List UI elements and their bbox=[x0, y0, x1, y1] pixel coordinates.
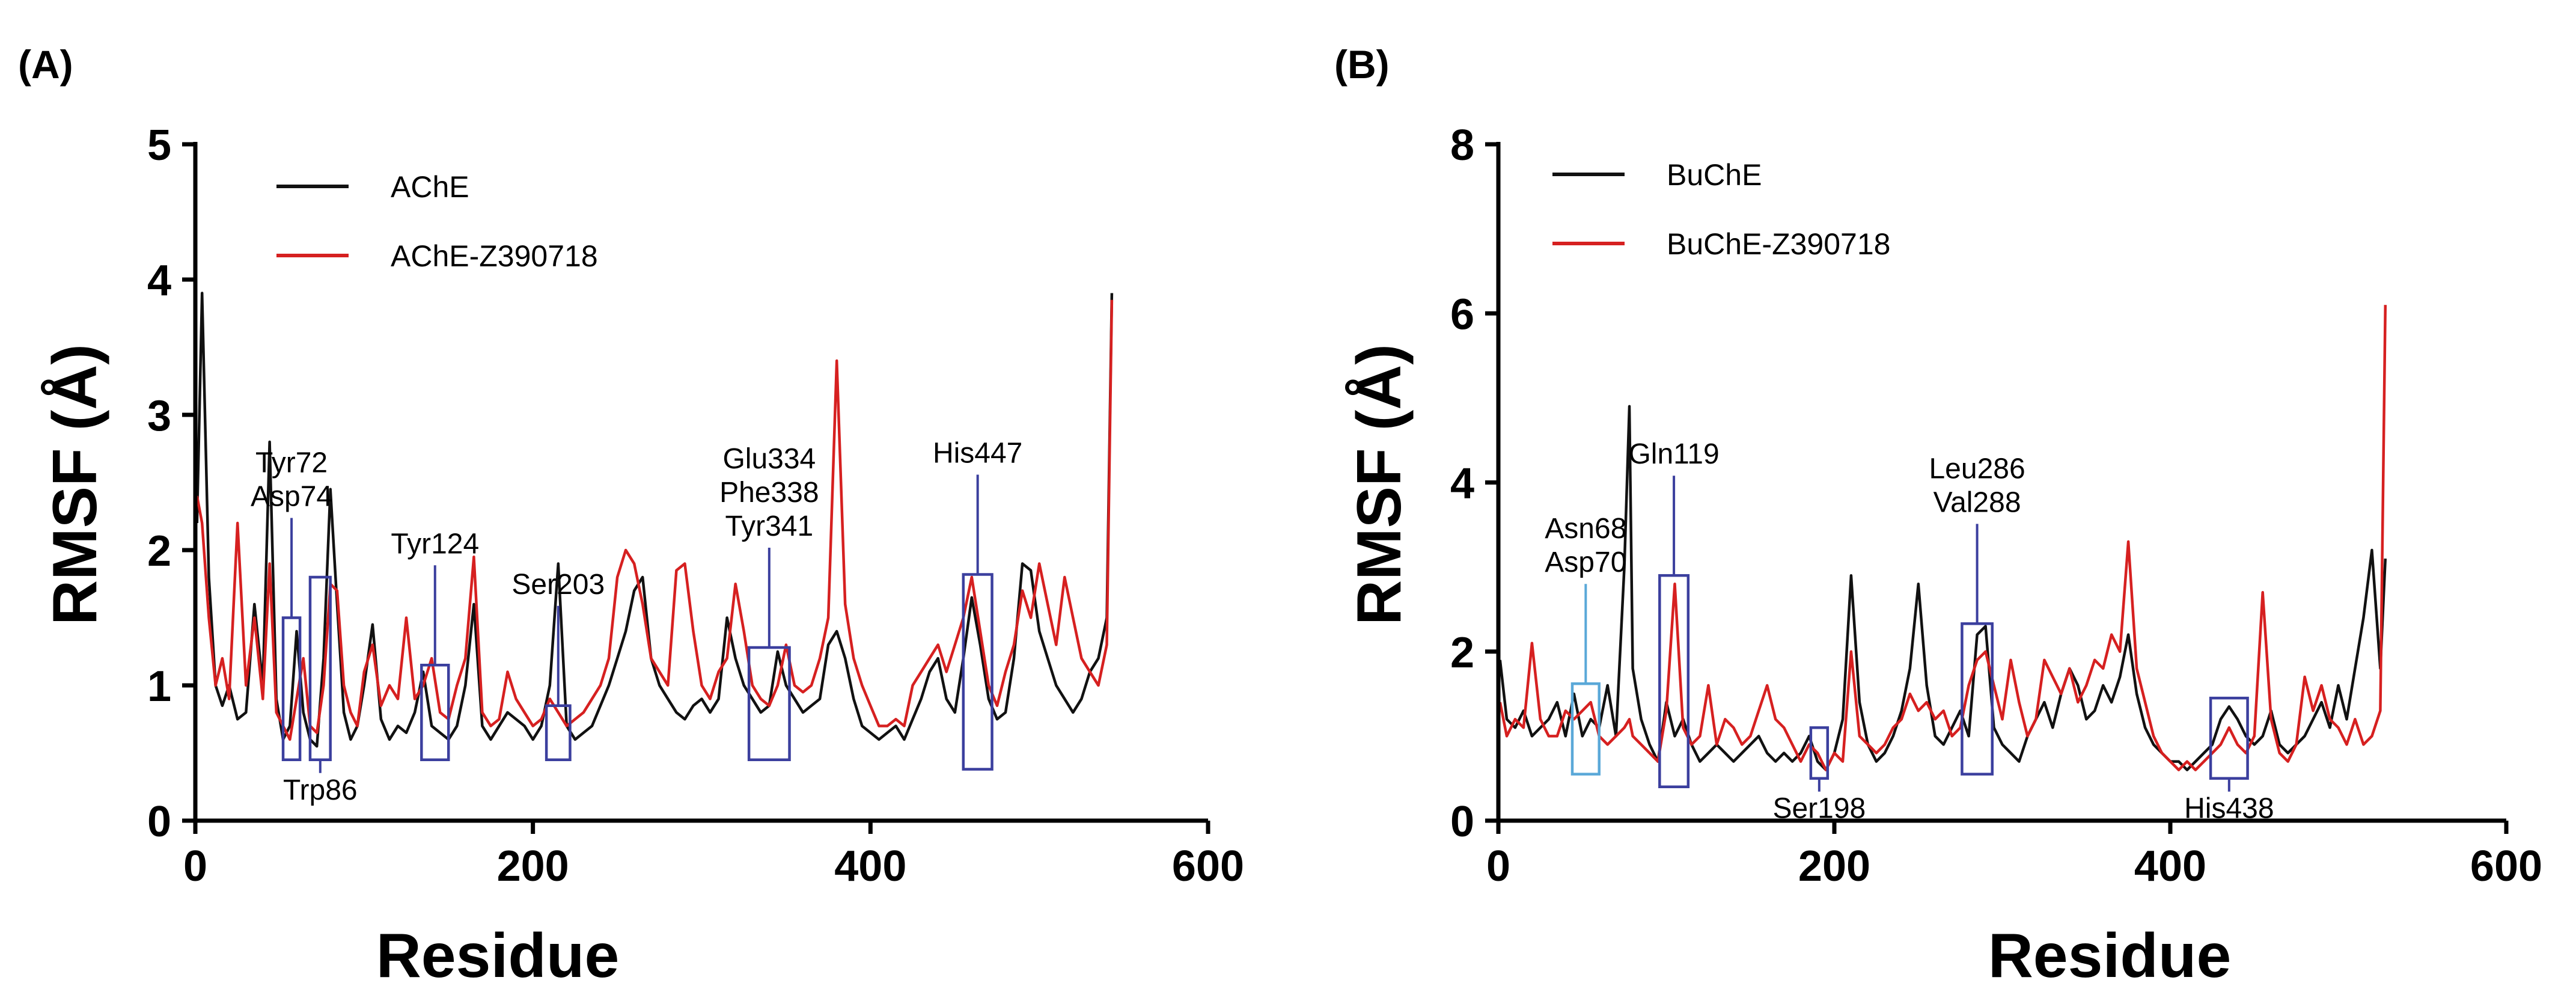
panel-b-x-tick-label: 0 bbox=[1486, 842, 1510, 890]
panel-a-xlabel: Residue bbox=[376, 921, 620, 991]
panel-a-ylabel: RMSF (Å) bbox=[40, 344, 110, 625]
panel-a-y-tick-label: 4 bbox=[147, 257, 171, 305]
panel-a-x-tick-label: 400 bbox=[834, 842, 906, 890]
panel-a-legend-label-0: AChE bbox=[391, 170, 469, 204]
panel-b-y-tick-label: 2 bbox=[1450, 629, 1474, 677]
panel-a-series-apo-line bbox=[195, 292, 1114, 748]
panel-b-y-tick-label: 0 bbox=[1450, 798, 1474, 846]
panel-b-xlabel: Residue bbox=[1988, 921, 2232, 991]
panel-a-site-label-4: Glu334 bbox=[722, 443, 816, 475]
panel-a-x-tick-label: 600 bbox=[1172, 842, 1244, 890]
panel-a-site-box-1 bbox=[308, 575, 332, 761]
panel-a-y-tick-label: 2 bbox=[147, 527, 171, 575]
panel-a-y-tick-label: 5 bbox=[147, 121, 171, 170]
panel-b-label: (B) bbox=[1334, 42, 1390, 87]
panel-b-legend-label-1: BuChE-Z390718 bbox=[1667, 227, 1890, 261]
panel-a-y-tick-label: 1 bbox=[147, 663, 171, 711]
panel-a-site-label-1: Trp86 bbox=[283, 774, 358, 806]
panel-b-x-tick-label: 200 bbox=[1798, 842, 1870, 890]
panel-b-legend-label-0: BuChE bbox=[1667, 158, 1762, 192]
panel-a-y-tick-label: 0 bbox=[147, 798, 171, 846]
panel-b-y-tick-label: 4 bbox=[1450, 460, 1474, 508]
panel-a-site-label-3: Ser203 bbox=[511, 569, 605, 601]
panel-b-chart: (B) RMSF (Å) Residue Asn68Asp70Gln119Ser… bbox=[1334, 42, 2542, 991]
panel-a-x-tick-label: 0 bbox=[183, 842, 207, 890]
panel-b-x-tick-label: 400 bbox=[2134, 842, 2206, 890]
panel-a-site-label-4: Tyr341 bbox=[725, 510, 813, 542]
panel-a-label: (A) bbox=[18, 42, 73, 87]
panel-b-plot-area: Asn68Asp70Gln119Ser198Leu286Val288His438… bbox=[1450, 121, 2542, 890]
panel-a-site-label-2: Tyr124 bbox=[391, 528, 479, 560]
panel-b-series-apo-line bbox=[1498, 405, 2387, 771]
panel-b-y-tick-label: 6 bbox=[1450, 290, 1474, 338]
panel-a-x-tick-label: 200 bbox=[497, 842, 569, 890]
panel-b-site-label-0: Asp70 bbox=[1545, 547, 1626, 578]
panel-b-y-tick-label: 8 bbox=[1450, 121, 1474, 170]
panel-b-series-complex-line bbox=[1498, 305, 2387, 771]
panel-b-site-label-0: Asn68 bbox=[1545, 513, 1626, 545]
panel-b-site-label-1: Gln119 bbox=[1628, 438, 1719, 470]
panel-a-y-tick-label: 3 bbox=[147, 392, 171, 440]
panel-b-ylabel: RMSF (Å) bbox=[1344, 344, 1414, 625]
panel-a-site-label-0: Asp74 bbox=[251, 481, 332, 513]
panel-b-site-label-3: Leu286 bbox=[1929, 453, 2025, 485]
panel-b-x-tick-label: 600 bbox=[2470, 842, 2542, 890]
panel-a-legend-label-1: AChE-Z390718 bbox=[391, 239, 598, 273]
panel-b-site-label-3: Val288 bbox=[1934, 486, 2021, 518]
panel-b-site-box-4 bbox=[2209, 696, 2249, 780]
panel-a-site-label-4: Phe338 bbox=[719, 477, 819, 509]
panel-b-y-axis-title: RMSF (Å) bbox=[1344, 344, 1414, 625]
panel-a-site-label-5: His447 bbox=[933, 438, 1022, 470]
panel-a-site-label-0: Tyr72 bbox=[255, 447, 328, 479]
panel-a-y-axis-title: RMSF (Å) bbox=[40, 344, 110, 625]
